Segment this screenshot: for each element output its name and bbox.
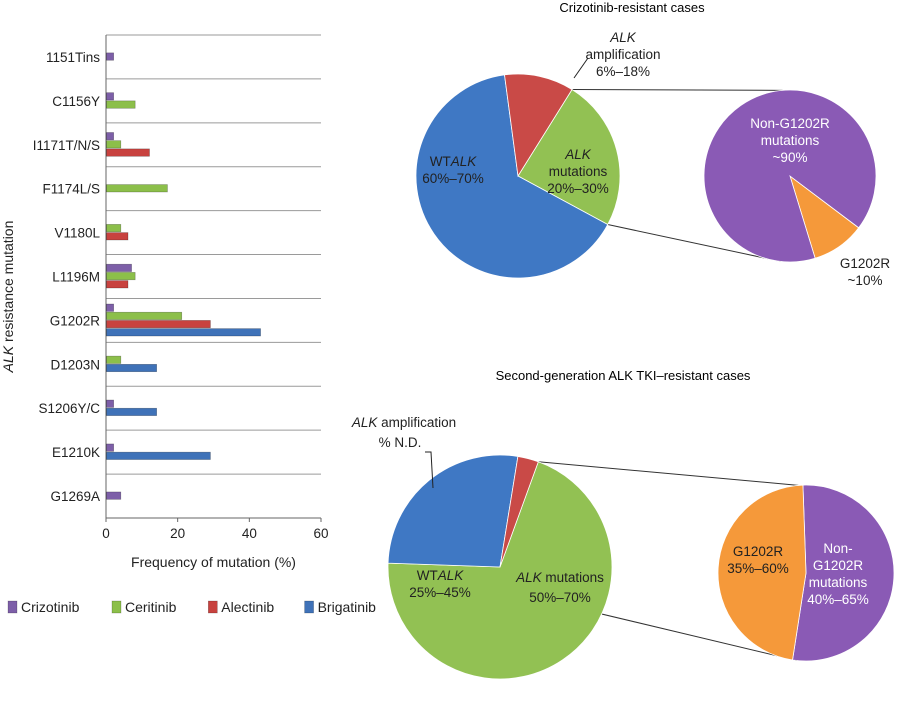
pie1-range-amp: 6%–18%: [596, 64, 650, 79]
bar-alectinib: [106, 232, 129, 241]
pie2-range-amp: % N.D.: [379, 435, 422, 450]
category-label: D1203N: [50, 357, 100, 372]
bar-alectinib: [106, 148, 150, 157]
x-tick-label: 0: [102, 526, 110, 541]
legend-label-brigatinib: Brigatinib: [318, 599, 377, 615]
x-tick-label: 40: [242, 526, 257, 541]
pie2-label-wt-alk: WTALK: [417, 568, 465, 583]
category-label: E1210K: [52, 445, 100, 460]
y-axis-title: ALK resistance mutation: [0, 221, 16, 374]
bar-crizotinib: [106, 443, 114, 452]
category-label: S1206Y/C: [38, 401, 100, 416]
legend-label-ceritinib: Ceritinib: [125, 599, 177, 615]
pie1-label-mutations-1: ALK: [564, 147, 592, 162]
connector-line: [572, 88, 783, 91]
pie2-slice-wt-alk: [387, 454, 519, 568]
bar-alectinib: [106, 320, 211, 329]
pie2-label-amp: ALK amplification: [351, 415, 456, 430]
bar-ceritinib: [106, 184, 168, 193]
category-label: V1180L: [54, 226, 100, 241]
legend-swatch-ceritinib: [111, 600, 122, 614]
pie2-breakdown-label-2: G1202R: [813, 558, 864, 573]
pie1-breakdown-label-2: mutations: [761, 133, 820, 148]
pie1-range-mutations: 20%–30%: [547, 181, 609, 196]
bar-crizotinib: [106, 491, 122, 500]
pie1-breakdown-non-g1202r: [703, 89, 877, 263]
pie1-range-wt-alk: 60%–70%: [422, 171, 484, 186]
pie2-second-generation-resistant: WTALK 25%–45% ALK mutations 50%–70% ALK ampl…: [351, 415, 895, 680]
legend-label-crizotinib: Crizotinib: [21, 599, 80, 615]
pie1-slice-alk-mutations: [517, 88, 621, 226]
category-label: C1156Y: [52, 94, 100, 109]
bar-brigatinib: [106, 451, 211, 460]
pie1-label-mutations-2: mutations: [549, 164, 608, 179]
bar-crizotinib: [106, 92, 114, 101]
bar-crizotinib: [106, 303, 114, 312]
bar-crizotinib: [106, 52, 114, 61]
bar-brigatinib: [106, 407, 157, 416]
pie1-g1202r-range: ~10%: [848, 273, 883, 288]
bar-ceritinib: [106, 272, 136, 281]
pie2-breakdown-g1202r: [717, 484, 807, 661]
pie2-range-mutations: 50%–70%: [529, 590, 591, 605]
bar-ceritinib: [106, 224, 122, 233]
legend-swatch-alectinib: [208, 600, 218, 614]
pie2-breakdown-non-g1202r: [792, 484, 895, 662]
pie2-label-mutations: ALK mutations: [515, 570, 604, 585]
legend-label-alectinib: Alectinib: [221, 599, 274, 615]
pie1-slice-wt-alk: [415, 74, 609, 279]
pie1-crizotinib-resistant: WTALK 60%–70% ALK mutations 20%–30% ALK amplif…: [415, 30, 891, 288]
bar-brigatinib: [106, 364, 157, 373]
x-axis-title: Frequency of mutation (%): [131, 554, 296, 570]
pie2-amp-pointer: [425, 451, 434, 489]
x-tick-label: 20: [170, 526, 185, 541]
legend-swatch-crizotinib: [7, 600, 18, 614]
bar-ceritinib: [106, 355, 122, 364]
pie1-breakdown-label-3: ~90%: [773, 150, 808, 165]
bar-crizotinib: [106, 132, 114, 141]
bar-ceritinib: [106, 140, 122, 149]
x-tick-label: 60: [313, 526, 328, 541]
category-label: G1269A: [50, 489, 100, 504]
pie2-slice-alk-amplification: [499, 455, 539, 568]
pie1-slice-alk-amplification: [504, 73, 573, 178]
pie1-breakdown-label-1: Non-G1202R: [750, 116, 830, 131]
bar-chart: 1151Tins C1156Y I1171T/N/S F1174L/S V1180L L1…: [0, 34, 377, 615]
bar-alectinib: [106, 280, 129, 289]
pie2-breakdown-label-1: Non-: [823, 541, 852, 556]
pie1-amp-pointer: [573, 57, 589, 79]
pie2-range-wt-alk: 25%–45%: [409, 585, 471, 600]
category-label: I1171T/N/S: [33, 138, 100, 153]
bar-crizotinib: [106, 399, 114, 408]
pie1-title: Crizotinib-resistant cases: [559, 0, 705, 15]
category-label: 1151Tins: [46, 50, 100, 65]
connector-line: [607, 224, 782, 263]
legend-swatch-brigatinib: [304, 600, 314, 614]
pie2-g1202r-range: 35%–60%: [727, 561, 789, 576]
bar-ceritinib: [106, 311, 183, 320]
category-label: F1174L/S: [42, 182, 100, 197]
category-label: G1202R: [50, 313, 101, 328]
bar-brigatinib: [106, 328, 261, 337]
pie1-label-wt-alk: WTALK: [430, 154, 478, 169]
pie2-breakdown-label-3: mutations: [809, 575, 868, 590]
connector-line: [538, 461, 799, 486]
pie2-title: Second-generation ALK TKI–resistant case…: [496, 368, 751, 383]
pie1-label-amp-2: amplification: [585, 47, 660, 62]
pie1-label-amp-1: ALK: [609, 30, 637, 45]
pie1-g1202r-label: G1202R: [840, 256, 891, 271]
bar-crizotinib: [106, 263, 132, 272]
pie2-g1202r-label: G1202R: [733, 544, 784, 559]
category-label: L1196M: [52, 270, 100, 285]
pie2-breakdown-label-4: 40%–65%: [807, 592, 869, 607]
pie2-slice-alk-mutations: [387, 461, 613, 680]
bar-ceritinib: [106, 100, 136, 109]
